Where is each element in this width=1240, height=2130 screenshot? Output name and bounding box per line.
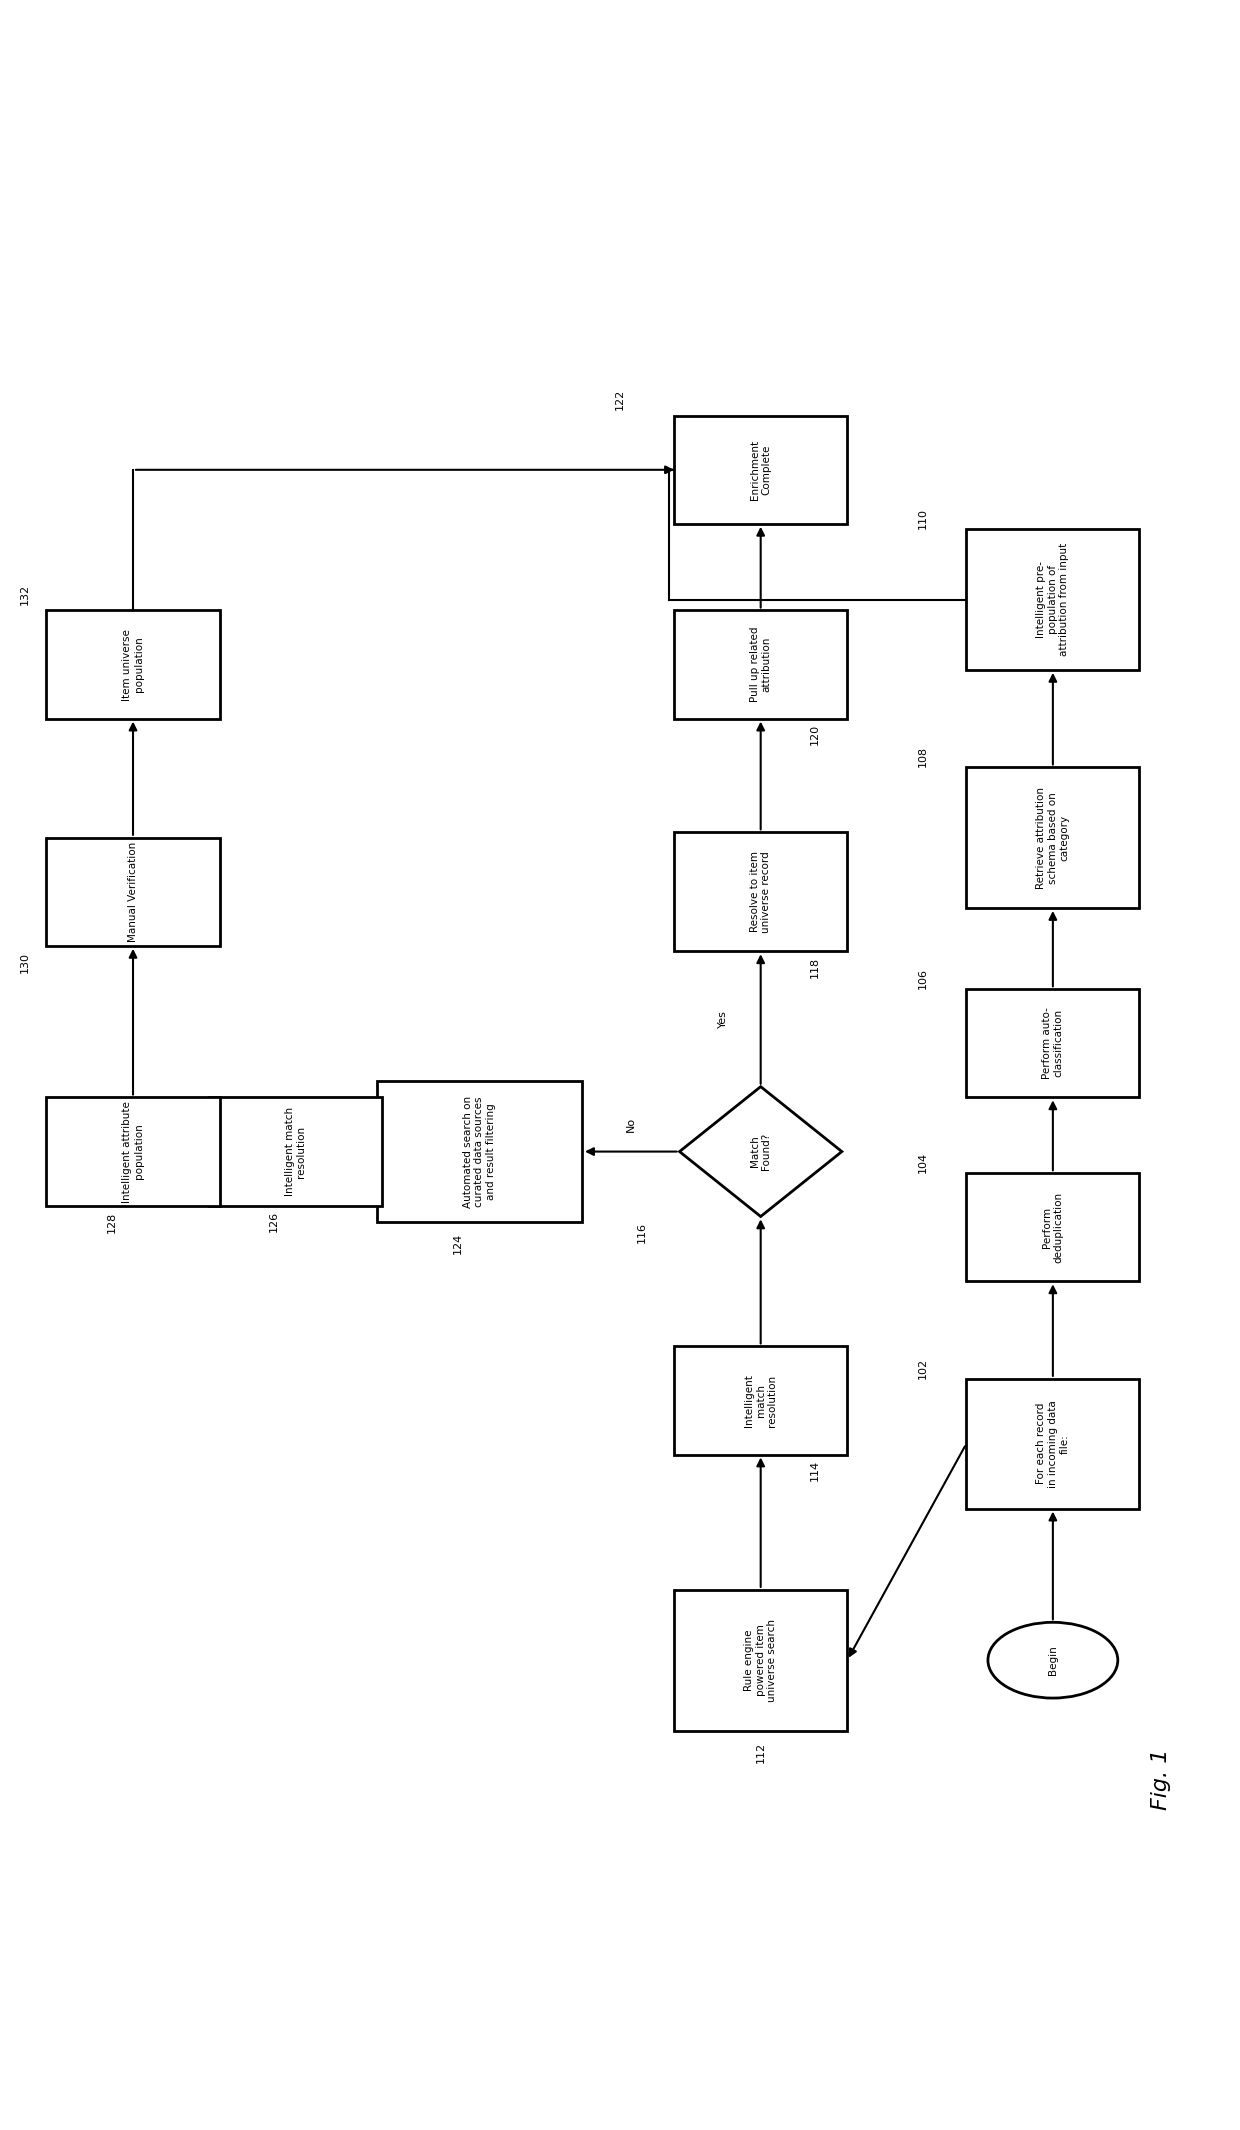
Text: No: No xyxy=(626,1116,636,1131)
Text: Manual Verification: Manual Verification xyxy=(128,841,138,941)
Text: Rule engine
powered item
universe search: Rule engine powered item universe search xyxy=(744,1619,777,1702)
Text: Retrieve attribution
schema based on
category: Retrieve attribution schema based on cat… xyxy=(1037,786,1069,888)
Text: Begin: Begin xyxy=(1048,1644,1058,1674)
Text: 118: 118 xyxy=(810,956,820,978)
Text: Yes: Yes xyxy=(718,1010,728,1029)
Text: 116: 116 xyxy=(636,1223,646,1244)
Bar xyxy=(208,1097,382,1206)
Text: 112: 112 xyxy=(755,1742,765,1764)
Text: 130: 130 xyxy=(20,952,30,973)
Text: Fig. 1: Fig. 1 xyxy=(1151,1749,1171,1810)
Bar xyxy=(966,988,1140,1097)
Text: 114: 114 xyxy=(810,1461,820,1480)
Bar xyxy=(377,1082,582,1223)
Bar xyxy=(675,833,847,952)
Text: Pull up related
attribution: Pull up related attribution xyxy=(750,626,771,703)
Text: Automated search on
curated data sources
and result filtering: Automated search on curated data sources… xyxy=(463,1095,496,1208)
Polygon shape xyxy=(680,1086,842,1216)
Text: 132: 132 xyxy=(20,584,30,605)
Bar xyxy=(46,837,219,946)
Bar xyxy=(675,611,847,718)
Bar xyxy=(675,415,847,524)
Bar xyxy=(46,611,219,718)
Bar xyxy=(675,1589,847,1730)
Text: Intelligent pre-
population of
attribution from input: Intelligent pre- population of attributi… xyxy=(1037,543,1069,656)
Text: Enrichment
Complete: Enrichment Complete xyxy=(750,439,771,501)
Bar xyxy=(966,1378,1140,1508)
Text: Perform auto-
classification: Perform auto- classification xyxy=(1042,1007,1064,1080)
Text: 106: 106 xyxy=(918,967,928,988)
Text: Item universe
population: Item universe population xyxy=(123,628,144,701)
Text: 124: 124 xyxy=(453,1233,463,1255)
Text: Match
Found?: Match Found? xyxy=(750,1133,771,1169)
Text: Resolve to item
universe record: Resolve to item universe record xyxy=(750,852,771,933)
Ellipse shape xyxy=(988,1623,1117,1698)
Text: 128: 128 xyxy=(107,1212,117,1233)
Text: 104: 104 xyxy=(918,1152,928,1174)
Text: Intelligent attribute
population: Intelligent attribute population xyxy=(123,1101,144,1203)
Bar xyxy=(46,1097,219,1206)
Text: Perform
deduplication: Perform deduplication xyxy=(1042,1193,1064,1263)
Text: Intelligent match
resolution: Intelligent match resolution xyxy=(284,1108,306,1197)
Bar xyxy=(675,1346,847,1455)
Text: 110: 110 xyxy=(918,507,928,528)
Text: 102: 102 xyxy=(918,1357,928,1378)
Text: 122: 122 xyxy=(615,390,625,411)
Text: For each record
in incoming data
file:: For each record in incoming data file: xyxy=(1037,1399,1069,1487)
Text: 120: 120 xyxy=(810,724,820,746)
Bar xyxy=(966,1174,1140,1282)
Text: 126: 126 xyxy=(269,1212,279,1233)
Text: 108: 108 xyxy=(918,746,928,767)
Bar xyxy=(966,530,1140,671)
Text: Intelligent
match
resolution: Intelligent match resolution xyxy=(744,1374,777,1427)
Bar xyxy=(966,767,1140,907)
